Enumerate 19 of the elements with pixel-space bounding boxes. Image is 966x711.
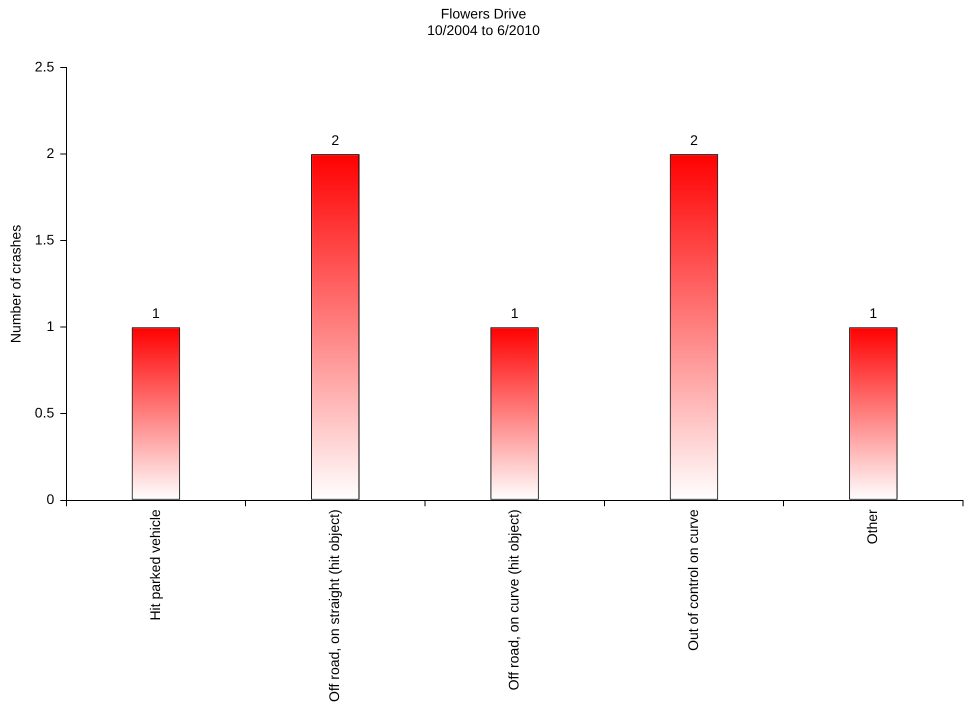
y-tick-label: 1 xyxy=(46,318,54,334)
y-axis-title: Number of crashes xyxy=(7,224,24,344)
x-tick-label: Other xyxy=(864,508,880,544)
chart-subtitle: 10/2004 to 6/2010 xyxy=(427,22,540,38)
chart-title: Flowers Drive xyxy=(440,5,526,22)
y-tick-label: 1.5 xyxy=(34,232,54,248)
y-tick-label: 0 xyxy=(46,491,54,508)
x-tick-label: Off road, on straight (hit object) xyxy=(326,509,342,702)
data-label: 1 xyxy=(510,305,519,322)
y-tick-label: 0.5 xyxy=(34,404,54,421)
x-tick-label: Off road, on curve (hit object) xyxy=(505,509,522,690)
data-label: 1 xyxy=(869,305,878,322)
x-tick-label: Hit parked vehicle xyxy=(146,509,163,621)
data-label: 1 xyxy=(152,305,160,322)
data-label: 2 xyxy=(331,132,340,148)
data-label: 2 xyxy=(690,132,698,148)
x-tick-label: Out of control on curve xyxy=(684,509,701,651)
y-tick-label: 2.5 xyxy=(34,58,54,74)
y-tick-label: 2 xyxy=(46,144,54,161)
